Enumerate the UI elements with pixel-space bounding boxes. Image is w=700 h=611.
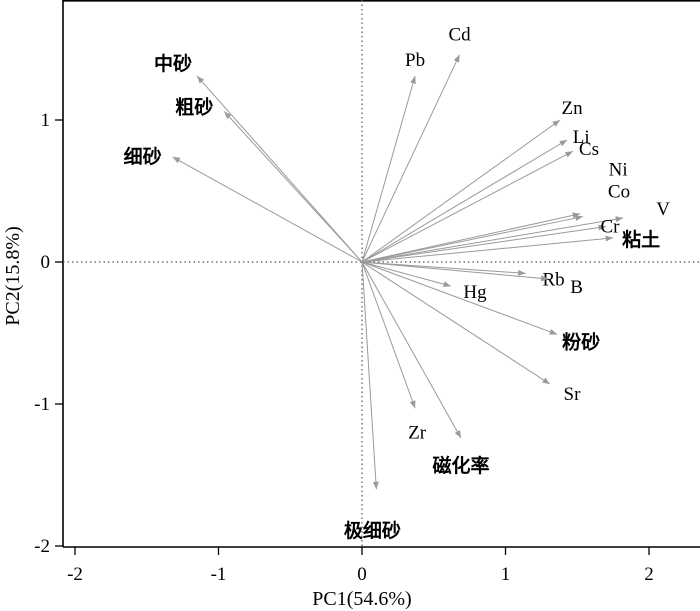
loading-vector-arrowhead [598, 224, 606, 231]
y-tick-label: 1 [41, 110, 51, 131]
loading-vector [361, 75, 416, 263]
loading-vector-arrowhead [615, 216, 624, 223]
x-tick-label: 1 [501, 564, 511, 585]
loading-vector-arrowhead [605, 235, 614, 242]
loading-vector-arrowhead [564, 151, 573, 158]
loading-vector-arrowhead [549, 329, 558, 335]
loading-vector-label: B [570, 277, 583, 298]
loading-vector-arrowhead [453, 54, 460, 63]
loading-vector [361, 54, 461, 263]
y-tick-label: 0 [41, 252, 51, 273]
loading-vector-arrowhead [552, 120, 561, 127]
y-axis-title: PC2(15.8%) [2, 226, 24, 325]
loading-vector [361, 150, 574, 263]
loading-vector-label: Cd [448, 25, 471, 46]
loading-vector-label: 极细砂 [344, 519, 401, 542]
loading-vector-label: Cr [600, 217, 620, 238]
loading-vector-arrowhead [454, 430, 462, 439]
loading-vector [361, 119, 561, 263]
loading-vector-arrowhead [372, 481, 379, 490]
loading-vector-arrowhead [196, 75, 205, 84]
loading-vector [361, 139, 568, 263]
loading-vector-label: 中砂 [154, 52, 192, 75]
loading-vector-arrowhead [443, 281, 451, 288]
loading-vector-label: 粉砂 [562, 330, 600, 353]
loading-vector-label: Hg [463, 282, 487, 303]
loading-vector [361, 261, 452, 287]
loading-vector [361, 261, 377, 490]
loading-vector [361, 217, 624, 263]
loading-vector [361, 226, 607, 263]
x-tick-label: -1 [211, 564, 227, 585]
loading-vector [361, 261, 526, 274]
loading-vector-label: Cs [579, 139, 599, 160]
loading-vector [361, 261, 558, 335]
loading-vector [361, 261, 551, 385]
loading-vector [361, 261, 462, 439]
y-tick-label: -1 [34, 394, 50, 415]
loading-vector-arrowhead [559, 139, 568, 147]
loading-vector-label: 粘土 [622, 229, 660, 251]
loading-vector-arrowhead [517, 269, 526, 276]
loading-vector [361, 237, 614, 263]
loading-vector-label: 细砂 [124, 145, 162, 168]
x-tick-label: -2 [67, 564, 83, 585]
y-tick-label: -2 [34, 536, 50, 557]
loading-vector-arrowhead [575, 215, 583, 221]
loading-vector-arrowhead [409, 400, 416, 409]
loading-vector-arrowhead [410, 75, 416, 84]
loading-vector [196, 75, 363, 263]
loading-vector-label: Pb [405, 50, 425, 71]
loading-vector [361, 216, 584, 263]
loading-vector-arrowhead [172, 156, 181, 164]
loading-vector-arrowhead [540, 275, 549, 282]
loading-vector-label: 磁化率 [433, 454, 490, 477]
loading-vector [172, 156, 363, 263]
loading-vector-label: Li [573, 127, 590, 148]
loading-vector-label: Zr [408, 422, 427, 443]
loading-vector-label: Co [608, 182, 630, 203]
loading-vector [223, 111, 363, 263]
loading-vector-arrowhead [542, 377, 550, 385]
x-tick-label: 2 [644, 564, 654, 585]
loading-vector-label: Rb [542, 269, 564, 290]
loading-vector [361, 261, 416, 409]
loading-vector [361, 213, 581, 263]
loading-vector-arrowhead [572, 212, 581, 219]
loading-vector-label: 粗砂 [175, 95, 213, 118]
loading-vector-label: Ni [609, 160, 628, 181]
loading-vector-arrowhead [224, 111, 232, 119]
x-tick-label: 0 [357, 564, 367, 585]
loading-vector-label: V [656, 199, 670, 220]
x-axis-title: PC1(54.6%) [312, 588, 411, 610]
loading-vector [361, 261, 549, 280]
loading-vector-label: Zn [561, 98, 583, 119]
loading-vector-label: Sr [564, 384, 582, 405]
